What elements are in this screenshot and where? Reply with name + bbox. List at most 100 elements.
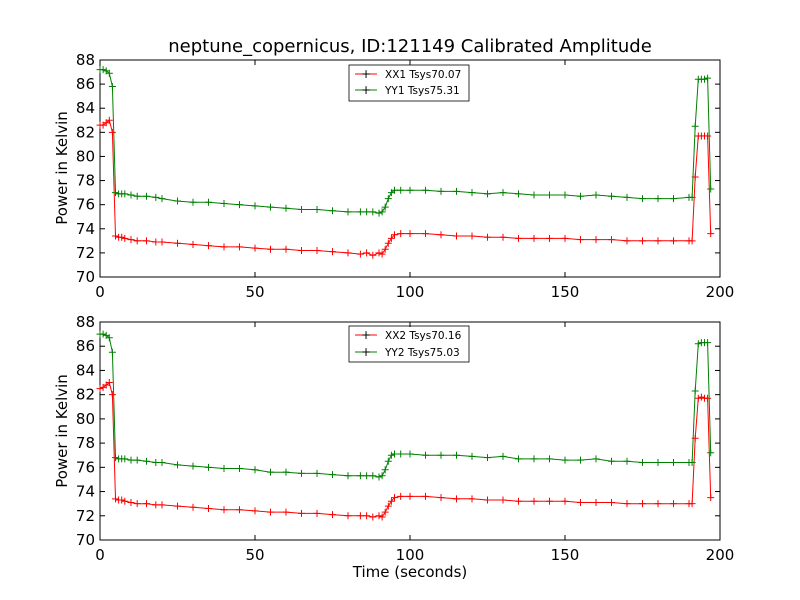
top-legend: + XX1 Tsys70.07 + YY1 Tsys75.31 xyxy=(348,64,470,102)
bottom-data-point-xx2 xyxy=(369,513,377,521)
top-data-point-yy1 xyxy=(468,189,476,197)
chart-title: neptune_copernicus, ID:121149 Calibrated… xyxy=(168,36,652,57)
top-x-tick-label: 200 xyxy=(706,283,735,301)
top-data-point-xx1 xyxy=(391,231,398,239)
bottom-data-point-yy2 xyxy=(381,466,389,474)
top-data-point-xx1 xyxy=(608,236,615,244)
top-data-point-xx1 xyxy=(639,237,646,245)
bottom-data-point-yy2 xyxy=(375,473,383,481)
top-data-point-yy1 xyxy=(363,208,371,216)
top-data-point-xx1 xyxy=(344,249,352,257)
top-data-point-xx1 xyxy=(592,236,600,244)
top-data-point-yy1 xyxy=(267,203,274,211)
top-data-point-xx1 xyxy=(387,234,395,242)
top-legend-label-yy1: YY1 Tsys75.31 xyxy=(384,85,460,97)
bottom-panel: 0 50 100 150 200 70 72 74 76 78 80 82 84… xyxy=(53,313,734,581)
bottom-data-point-yy2 xyxy=(356,472,364,480)
top-data-point-yy1 xyxy=(298,205,305,213)
top-data-point-xx1 xyxy=(515,234,522,242)
top-data-point-yy1 xyxy=(378,208,386,216)
bottom-data-point-yy2 xyxy=(108,348,116,356)
top-data-point-xx1 xyxy=(654,237,662,245)
top-data-point-xx1 xyxy=(577,236,584,244)
top-data-point-yy1 xyxy=(282,204,290,212)
top-data-point-yy1 xyxy=(397,186,405,194)
bottom-data-point-yy2 xyxy=(608,457,615,465)
top-data-point-yy1 xyxy=(688,193,696,201)
bottom-data-point-xx2 xyxy=(697,393,705,401)
bottom-data-point-xx2 xyxy=(654,500,662,508)
bottom-data-point-yy2 xyxy=(623,457,631,465)
top-data-point-yy1 xyxy=(236,201,243,209)
top-data-point-yy1 xyxy=(356,208,364,216)
top-data-point-yy1 xyxy=(220,199,228,207)
bottom-y-ticks: 70 72 74 76 78 80 82 84 86 88 xyxy=(76,313,95,549)
top-data-point-xx1 xyxy=(121,234,129,242)
bottom-data-point-xx2 xyxy=(158,501,166,509)
bottom-data-point-xx2 xyxy=(344,512,352,520)
top-panel: 0 50 100 150 200 70 72 74 76 78 80 82 84… xyxy=(53,51,734,301)
top-data-point-xx1 xyxy=(205,242,212,250)
top-data-point-xx1 xyxy=(118,233,126,241)
top-data-point-xx1 xyxy=(112,232,119,240)
bottom-data-point-xx2 xyxy=(670,500,677,508)
top-data-point-yy1 xyxy=(108,83,116,91)
bottom-y-tick-label: 74 xyxy=(76,483,95,501)
top-data-point-xx1 xyxy=(397,230,405,238)
bottom-data-point-xx2 xyxy=(577,498,584,506)
bottom-data-point-xx2 xyxy=(546,497,553,505)
bottom-data-point-yy2 xyxy=(406,450,414,458)
bottom-data-point-xx2 xyxy=(468,495,476,503)
bottom-y-tick-label: 78 xyxy=(76,434,95,452)
bottom-data-point-yy2 xyxy=(592,455,600,463)
top-data-point-xx1 xyxy=(670,237,677,245)
bottom-data-point-yy2 xyxy=(707,449,715,457)
top-data-point-yy1 xyxy=(99,66,107,74)
top-legend-box xyxy=(348,64,470,102)
top-data-point-yy1 xyxy=(577,192,584,200)
bottom-data-point-yy2 xyxy=(174,461,181,469)
bottom-y-tick-label: 80 xyxy=(76,410,95,428)
top-data-point-xx1 xyxy=(363,249,371,257)
bottom-data-point-yy2 xyxy=(378,472,386,480)
top-data-point-yy1 xyxy=(381,203,389,211)
bottom-data-point-yy2 xyxy=(391,450,398,458)
bottom-data-point-yy2 xyxy=(251,466,259,474)
bottom-data-point-yy2 xyxy=(99,330,107,338)
top-data-point-yy1 xyxy=(437,187,445,195)
top-data-point-yy1 xyxy=(422,186,429,194)
bottom-y-tick-label: 72 xyxy=(76,507,95,525)
bottom-y-tick-label: 76 xyxy=(76,458,95,476)
top-data-point-yy1 xyxy=(623,193,631,201)
bottom-data-point-yy2 xyxy=(691,387,699,395)
top-data-point-yy1 xyxy=(561,191,569,199)
bottom-data-point-xx2 xyxy=(205,505,212,513)
bottom-data-point-xx2 xyxy=(515,497,522,505)
bottom-data-point-xx2 xyxy=(108,391,116,399)
bottom-data-point-yy2 xyxy=(515,455,522,463)
top-data-point-yy1 xyxy=(499,189,507,197)
top-data-point-xx1 xyxy=(369,251,377,259)
top-data-point-xx1 xyxy=(707,230,715,238)
bottom-data-point-xx2 xyxy=(484,496,491,504)
bottom-data-point-xx2 xyxy=(422,492,429,500)
bottom-data-point-xx2 xyxy=(592,498,600,506)
top-data-point-xx1 xyxy=(384,239,392,247)
bottom-data-point-yy2 xyxy=(670,458,677,466)
top-legend-marker-yy1: + xyxy=(361,83,371,97)
bottom-x-tick-label: 150 xyxy=(551,546,580,564)
bottom-x-tick-label: 200 xyxy=(706,546,735,564)
bottom-data-point-yy2 xyxy=(282,468,290,476)
bottom-data-point-yy2 xyxy=(453,451,460,459)
top-data-point-xx1 xyxy=(267,245,274,253)
top-data-point-xx1 xyxy=(623,237,631,245)
top-legend-label-xx1: XX1 Tsys70.07 xyxy=(385,69,461,81)
bottom-data-point-xx2 xyxy=(356,512,364,520)
top-data-point-xx1 xyxy=(468,232,476,240)
bottom-data-point-yy2 xyxy=(158,458,166,466)
bottom-data-point-yy2 xyxy=(329,471,336,479)
top-data-point-yy1 xyxy=(158,195,166,203)
bottom-data-point-yy2 xyxy=(499,452,507,460)
bottom-data-point-xx2 xyxy=(313,509,321,517)
